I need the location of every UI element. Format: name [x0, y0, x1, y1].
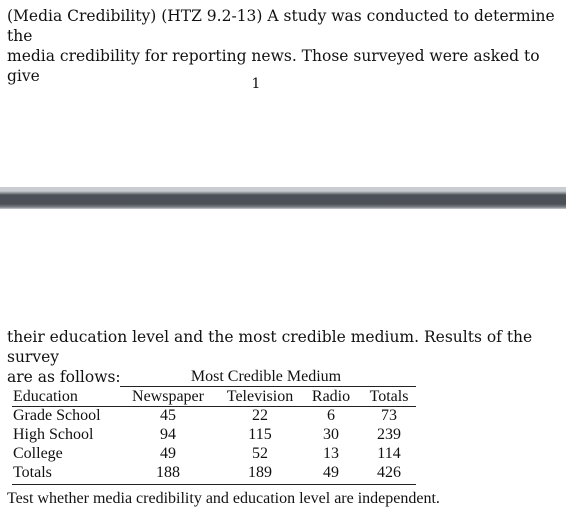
cell-value: 49	[160, 445, 176, 462]
cell-value: 30	[323, 426, 339, 443]
row-label: College	[13, 445, 63, 462]
cell-value: 239	[377, 426, 401, 443]
table-bottom-rule	[12, 484, 416, 485]
column-header-radio: Radio	[311, 388, 351, 405]
row-label: Grade School	[13, 407, 101, 424]
cell-value: 94	[160, 426, 176, 443]
cell-value: 45	[160, 407, 176, 424]
intro-line-1: (Media Credibility) (HTZ 9.2-13) A study…	[7, 7, 555, 45]
cell-value: 114	[377, 445, 401, 462]
row-header-education: Education	[13, 388, 78, 405]
cell-value: 115	[248, 426, 272, 443]
cell-value: 188	[156, 464, 180, 481]
continuation-line-1: their education level and the most credi…	[7, 328, 533, 366]
table-group-header: Most Credible Medium	[190, 368, 342, 385]
column-header-newspaper: Newspaper	[132, 388, 204, 405]
problem-continuation: their education level and the most credi…	[7, 327, 555, 387]
column-header-totals: Totals	[369, 388, 409, 405]
cell-value: 52	[252, 445, 268, 462]
cell-value: 189	[248, 464, 272, 481]
row-label: High School	[13, 426, 94, 443]
continuation-line-2: are as follows:	[7, 368, 121, 386]
header-rule	[12, 406, 416, 407]
cell-value: 6	[327, 407, 335, 424]
intro-line-2: media credibility for reporting news. Th…	[7, 47, 540, 85]
row-label-totals: Totals	[13, 464, 52, 481]
cell-value: 13	[323, 445, 339, 462]
cell-value: 22	[252, 407, 268, 424]
cell-value: 426	[377, 464, 401, 481]
problem-intro: (Media Credibility) (HTZ 9.2-13) A study…	[7, 6, 555, 86]
cell-value: 73	[381, 407, 397, 424]
column-header-television: Television	[226, 388, 294, 405]
question-text: Test whether media credibility and educa…	[7, 490, 440, 507]
page-number: 1	[251, 76, 261, 92]
cell-value: 49	[323, 464, 339, 481]
page-break-divider	[0, 187, 566, 209]
group-header-rule	[120, 386, 416, 387]
